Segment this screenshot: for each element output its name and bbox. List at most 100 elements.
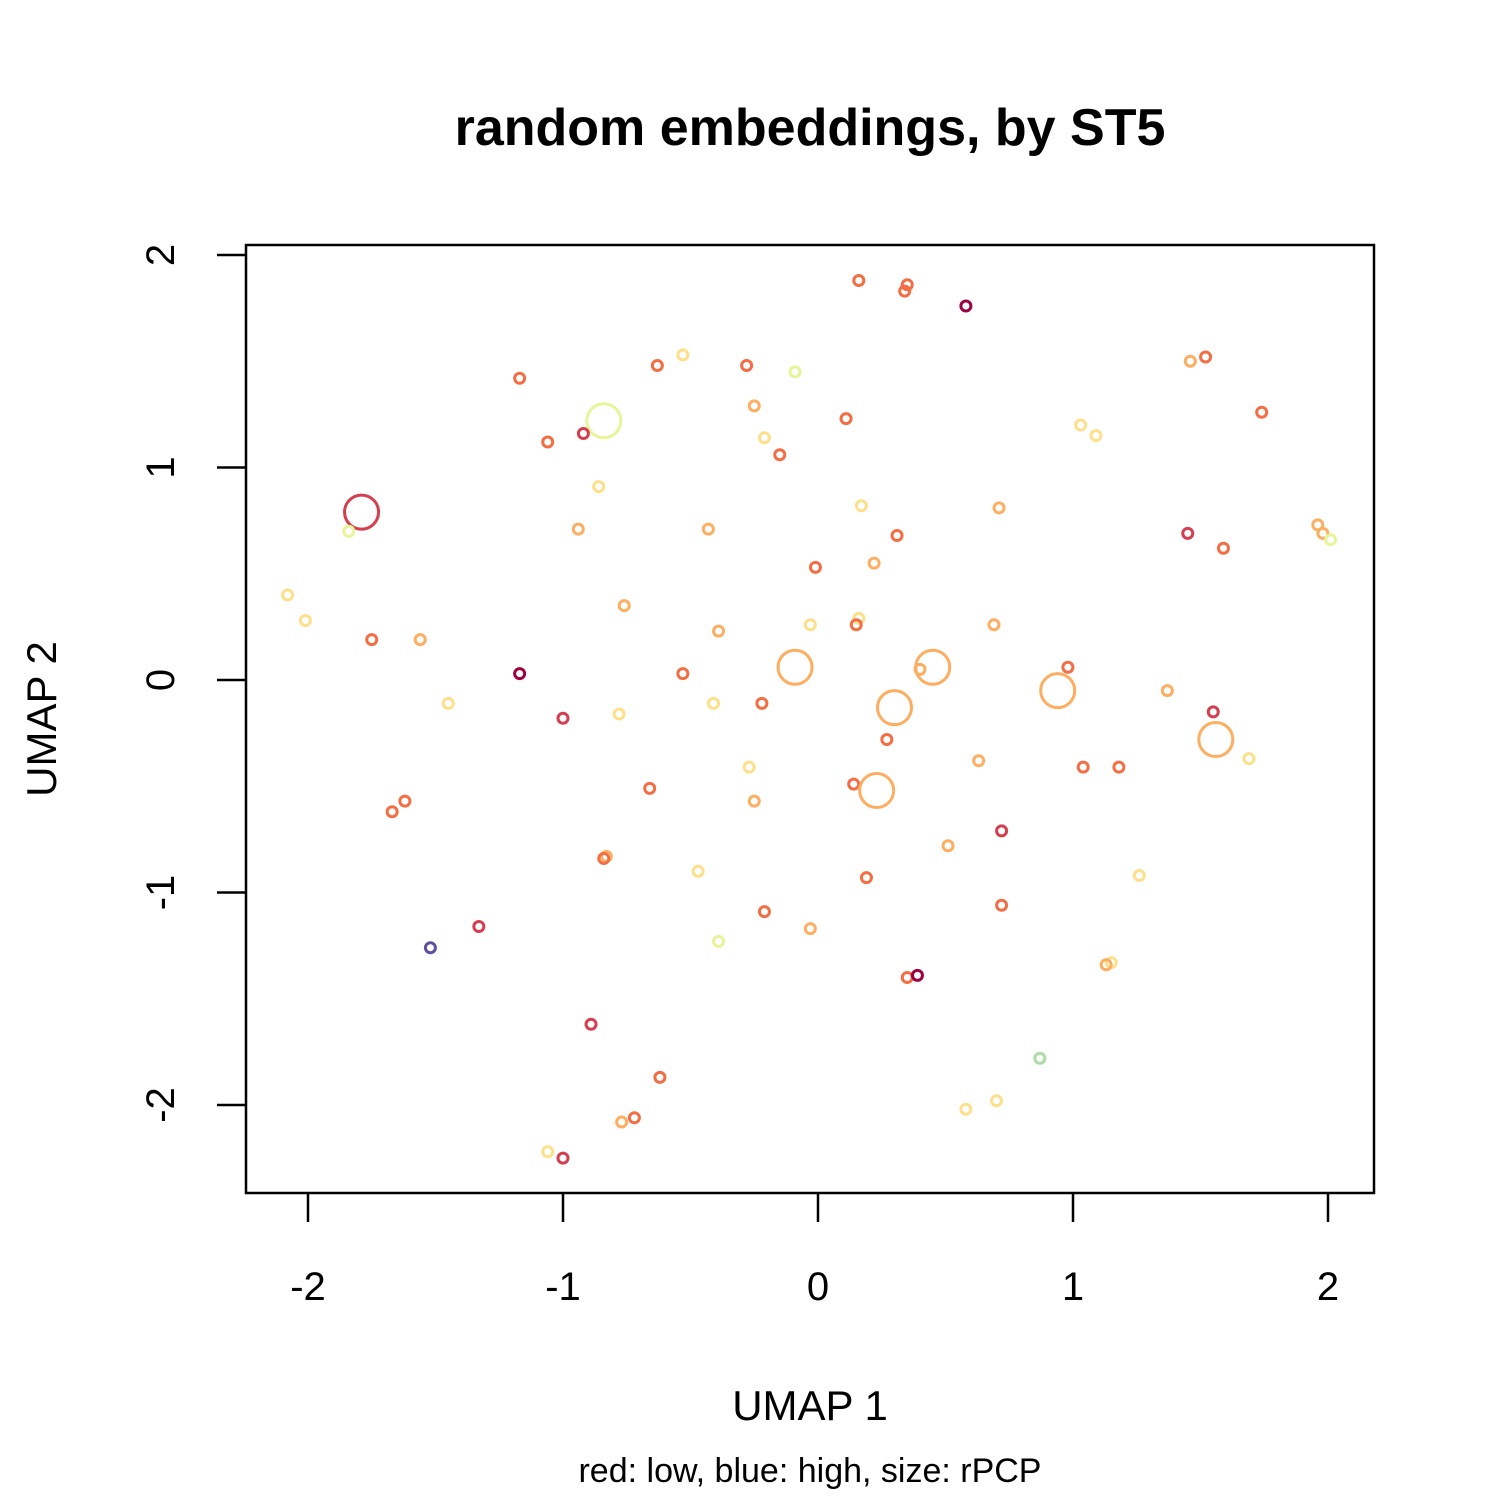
data-point xyxy=(1197,721,1235,758)
data-point xyxy=(1199,350,1213,364)
data-point xyxy=(691,864,705,878)
data-point xyxy=(852,274,866,287)
y-tick-label: 0 xyxy=(139,669,183,691)
x-tick-label: -1 xyxy=(545,1265,581,1309)
data-point xyxy=(959,299,973,313)
data-point xyxy=(990,1094,1003,1108)
data-point xyxy=(757,431,771,445)
data-point xyxy=(627,1111,641,1125)
data-point xyxy=(712,934,726,948)
data-point xyxy=(803,922,817,936)
y-tick-label: 1 xyxy=(139,456,183,478)
data-point xyxy=(1316,526,1330,540)
data-point xyxy=(839,412,853,426)
data-point xyxy=(900,278,914,292)
data-point xyxy=(576,427,590,440)
data-point xyxy=(867,556,881,570)
data-point xyxy=(1039,672,1077,710)
data-point xyxy=(740,359,754,372)
data-points xyxy=(281,274,1338,1165)
x-tick-label: 0 xyxy=(807,1265,829,1309)
data-point xyxy=(913,662,927,676)
data-point xyxy=(747,794,761,808)
data-point xyxy=(941,839,955,853)
data-point xyxy=(1183,354,1197,368)
y-tick-label: -2 xyxy=(139,1087,183,1123)
data-point xyxy=(712,624,726,638)
data-point xyxy=(859,871,873,885)
data-point xyxy=(584,1017,598,1031)
data-point xyxy=(849,618,863,632)
data-point xyxy=(803,618,817,632)
data-point xyxy=(701,522,715,536)
data-point xyxy=(898,284,912,298)
data-point xyxy=(556,711,570,725)
x-axis: -2 -1 0 1 2 xyxy=(290,1193,1339,1309)
data-point xyxy=(513,371,527,385)
data-point xyxy=(1061,660,1075,674)
data-point xyxy=(880,733,894,746)
data-point xyxy=(541,435,555,449)
data-point xyxy=(365,633,379,647)
data-point xyxy=(900,971,914,984)
data-point xyxy=(852,611,866,625)
data-point xyxy=(788,365,802,379)
data-point xyxy=(1089,429,1103,443)
data-point xyxy=(281,588,295,602)
data-point xyxy=(650,359,664,372)
data-point xyxy=(1181,526,1195,540)
data-point xyxy=(423,941,437,955)
x-tick-label: -2 xyxy=(290,1265,326,1309)
plot-frame xyxy=(244,243,1376,1195)
data-point xyxy=(343,493,381,531)
data-point xyxy=(876,689,913,727)
data-point xyxy=(385,805,399,819)
data-point xyxy=(1206,705,1220,719)
data-point xyxy=(541,1145,555,1159)
y-axis-label: UMAP 2 xyxy=(18,641,65,797)
x-tick-label: 1 xyxy=(1062,1265,1084,1309)
data-point xyxy=(890,529,904,542)
chart-title: random embeddings, by ST5 xyxy=(455,99,1166,157)
data-point xyxy=(987,618,1001,632)
data-point xyxy=(808,560,822,574)
data-point xyxy=(472,920,486,933)
data-point xyxy=(585,402,623,440)
data-point xyxy=(757,905,771,919)
data-point xyxy=(755,696,769,710)
data-point xyxy=(706,696,720,710)
data-point xyxy=(773,448,787,462)
data-point xyxy=(776,648,814,686)
data-point xyxy=(1132,869,1146,882)
data-point xyxy=(398,794,412,808)
data-point xyxy=(597,852,611,865)
data-point xyxy=(1033,1051,1047,1065)
data-point xyxy=(571,522,585,536)
data-point xyxy=(1242,752,1256,766)
data-point xyxy=(995,824,1009,838)
data-point xyxy=(959,1102,973,1116)
data-point xyxy=(643,781,657,795)
x-tick-label: 2 xyxy=(1317,1265,1339,1309)
data-point xyxy=(972,754,986,768)
data-point xyxy=(342,524,356,538)
data-point xyxy=(612,707,626,721)
data-point xyxy=(1099,958,1113,972)
data-point xyxy=(854,499,868,513)
data-point xyxy=(1216,541,1230,555)
y-axis: -2 -1 0 1 2 xyxy=(139,244,246,1123)
data-point xyxy=(556,1151,570,1165)
chart-subtitle: red: low, blue: high, size: rPCP xyxy=(578,1452,1041,1490)
y-tick-label: -1 xyxy=(139,875,183,911)
data-point xyxy=(847,777,861,791)
data-point xyxy=(513,667,527,681)
data-point xyxy=(1112,760,1126,774)
data-point xyxy=(1255,405,1269,419)
data-point xyxy=(676,667,690,681)
data-point xyxy=(1076,760,1090,774)
data-point xyxy=(995,898,1009,912)
y-tick-label: 2 xyxy=(139,244,183,266)
data-point xyxy=(747,399,761,413)
data-point xyxy=(615,1115,629,1129)
